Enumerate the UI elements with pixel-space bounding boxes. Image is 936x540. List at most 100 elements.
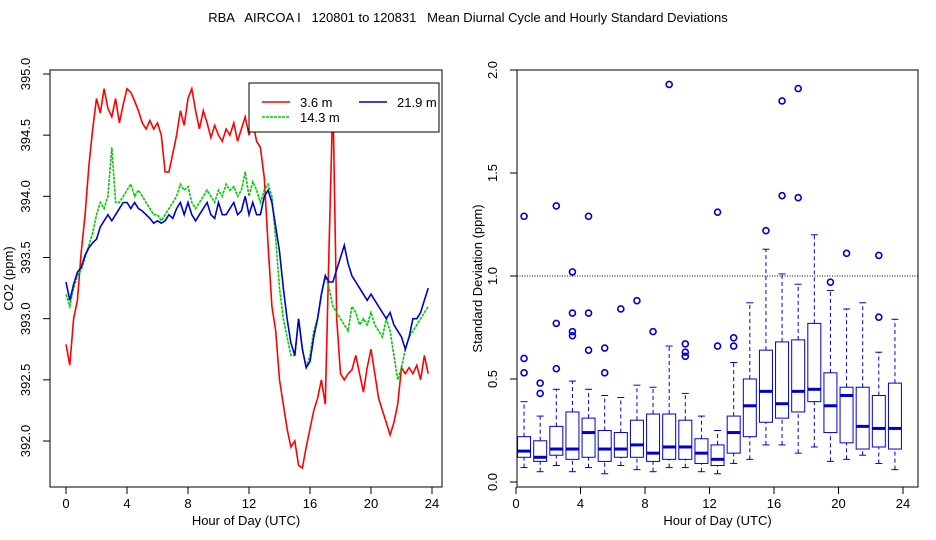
box-iqr (565, 411, 580, 460)
outlier-point (600, 369, 609, 377)
y-tick-label: 1.0 (485, 267, 500, 285)
y-tick-label: 1.5 (485, 164, 500, 182)
box-hour-8-5 (646, 327, 661, 473)
outlier-point (794, 193, 802, 202)
box-iqr (597, 430, 612, 462)
y-tick-label: 0.0 (485, 473, 500, 491)
series-line-14-3-m (65, 147, 429, 381)
box-hour-17-5 (791, 84, 806, 454)
x-tick-label: 12 (242, 496, 256, 511)
outlier-point (875, 251, 883, 260)
box-iqr (533, 440, 548, 462)
x-axis-label: Hour of Day (UTC) (663, 513, 771, 528)
outlier-point (552, 364, 561, 373)
outlier-point (762, 226, 770, 235)
y-tick-label: 394.0 (18, 180, 33, 213)
box-iqr (775, 341, 790, 419)
outlier-point (568, 327, 577, 336)
stddev-boxplot-panel: 0 4 8 12 16 20 24 Hour of Day (UTC) 0.0 0.5 1.0 1.5… (470, 61, 919, 528)
box-hour-7-5 (629, 296, 644, 471)
box-iqr (807, 322, 822, 403)
box-iqr (871, 394, 886, 448)
outlier-point (536, 389, 544, 398)
x-tick-label: 24 (896, 496, 910, 511)
outlier-point (568, 268, 577, 276)
box-hour-0-5 (517, 212, 532, 469)
box-iqr (646, 413, 661, 462)
box-hour-23-5 (887, 318, 902, 471)
outlier-point (568, 309, 577, 317)
outlier-point (729, 333, 738, 342)
outlier-point (552, 202, 561, 210)
outlier-point (826, 278, 835, 286)
x-tick-label: 20 (364, 496, 378, 511)
outlier-point (649, 327, 657, 336)
outlier-point (778, 191, 786, 200)
outlier-point (729, 342, 738, 350)
box-hour-18-5 (807, 234, 822, 448)
box-hour-4-5 (581, 212, 596, 469)
outlier-point (584, 309, 593, 317)
box-iqr (791, 339, 806, 413)
y-tick-label: 392.0 (18, 425, 33, 458)
x-tick-label: 0 (62, 496, 69, 511)
outlier-point (794, 84, 802, 93)
box-hour-10-5 (678, 340, 693, 469)
y-tick-label: 394.5 (18, 119, 33, 152)
box-iqr (517, 436, 532, 458)
box-hour-5-5 (597, 344, 612, 475)
box-iqr (823, 372, 838, 434)
x-tick-label: 12 (702, 496, 716, 511)
x-tick-label: 0 (512, 496, 519, 511)
box-hour-11-5 (694, 415, 709, 473)
series-line-21-9-m (65, 188, 429, 370)
box-hour-20-5 (839, 249, 854, 460)
plot-frame (49, 69, 443, 488)
outlier-point (681, 352, 690, 361)
outlier-point (552, 319, 561, 328)
outlier-point (665, 80, 673, 89)
box-hour-6-5 (613, 305, 628, 467)
box-hour-1-5 (533, 379, 548, 473)
box-iqr (887, 382, 902, 450)
box-hour-13-5 (726, 333, 741, 464)
plot-frame (516, 69, 919, 488)
box-hour-16-5 (775, 97, 790, 446)
box-hour-14-5 (742, 302, 757, 460)
legend-box (248, 82, 440, 133)
outlier-point (778, 97, 786, 105)
series-line-3-6-m (65, 85, 429, 470)
box-hour-15-5 (758, 226, 773, 446)
x-tick-label: 4 (577, 496, 584, 511)
box-iqr (678, 419, 693, 460)
box-iqr (710, 444, 725, 467)
y-tick-label: 395.0 (18, 58, 33, 91)
box-hour-3-5 (565, 268, 580, 473)
outlier-point (681, 340, 690, 348)
box-iqr (549, 425, 564, 456)
legend: 3.6 m14.3 m 21.9 m (248, 82, 440, 133)
box-iqr (694, 438, 709, 464)
outlier-point (842, 249, 851, 258)
outlier-point (617, 305, 625, 313)
y-tick-label: 393.0 (18, 302, 33, 335)
x-tick-label: 20 (831, 496, 845, 511)
outlier-point (713, 208, 722, 216)
box-hour-9-5 (662, 80, 677, 469)
outlier-point (713, 342, 722, 350)
outlier-point (520, 212, 528, 221)
outlier-point (520, 369, 528, 377)
outlier-point (633, 296, 641, 305)
outlier-point (875, 313, 883, 322)
legend-label: 21.9 m (397, 95, 437, 110)
box-iqr (629, 419, 644, 458)
box-iqr (662, 413, 677, 460)
box-hour-12-5 (710, 208, 725, 475)
outlier-point (536, 379, 544, 387)
box-iqr (613, 432, 628, 458)
box-hour-2-5 (549, 202, 564, 467)
outlier-point (568, 331, 577, 340)
x-axis-label: Hour of Day (UTC) (192, 513, 300, 528)
box-hour-19-5 (823, 278, 838, 462)
